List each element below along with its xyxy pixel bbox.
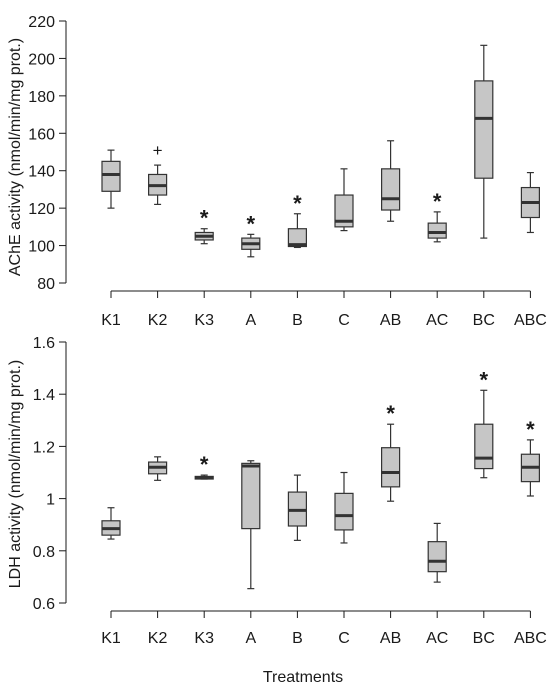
ache-y-tick-label: 220: [28, 14, 55, 31]
box-iqr: [381, 447, 401, 488]
ache-x-tick-label: AB: [380, 312, 401, 329]
ldh-y-tick-label: 1.4: [33, 387, 55, 404]
significance-marker: *: [293, 191, 302, 216]
ache-y-tick-label: 160: [28, 126, 55, 143]
ache-y-tick-label: 180: [28, 89, 55, 106]
significance-marker: *: [526, 417, 535, 442]
ldh-box-bc: *: [474, 367, 494, 479]
ldh-box-c: [334, 471, 354, 544]
ldh-y-tick-label: 0.8: [33, 544, 55, 561]
achE-y-axis-title: AChE activity (nmol/min/mg prot.): [7, 38, 24, 276]
ache-x-tick-label: AC: [426, 312, 448, 329]
box-iqr: [427, 541, 447, 573]
ache-box-bc: [474, 44, 494, 239]
box-iqr: [101, 160, 121, 192]
ldh-x-tick-label: K1: [101, 630, 121, 647]
ache-x-tick-label: K2: [148, 312, 168, 329]
ldh-y-tick-label: 1.6: [33, 335, 55, 352]
box-iqr: [334, 492, 354, 531]
x-axis-title: Treatments: [263, 669, 343, 686]
significance-marker: *: [386, 401, 395, 426]
ldh-y-axis-title: LDH activity (nmol/min/mg prot.): [7, 360, 24, 589]
ldh-box-k2: [148, 456, 168, 481]
box-iqr: [241, 462, 261, 530]
ldh-x-tick-label: BC: [473, 630, 495, 647]
ldh-box-b: [287, 474, 307, 541]
ache-x-tick-label: B: [292, 312, 303, 329]
significance-marker: *: [480, 367, 489, 392]
ache-x-tick-label: ABC: [514, 312, 547, 329]
ldh-box-abc: *: [520, 417, 541, 497]
significance-marker: *: [200, 452, 209, 477]
ache-x-tick-label: BC: [473, 312, 495, 329]
ache-x-tick-label: A: [245, 312, 256, 329]
ache-box-ab: [381, 140, 401, 222]
ache-box-k1: [101, 149, 121, 209]
ache-y-tick-label: 100: [28, 239, 55, 256]
ldh-box-ac: [427, 522, 447, 583]
ldh-x-tick-label: B: [292, 630, 303, 647]
ache-y-tick-label: 120: [28, 201, 55, 218]
ldh-box-a: [241, 460, 261, 590]
ache-box-b: *: [287, 191, 307, 249]
ldh-box-ab: *: [381, 401, 401, 502]
ldh-x-tick-label: C: [338, 630, 350, 647]
ache-x-tick-label: K3: [194, 312, 214, 329]
box-iqr: [287, 228, 307, 248]
box-iqr: [427, 222, 447, 239]
significance-marker: *: [200, 206, 209, 231]
ache-y-tick-label: 80: [37, 276, 55, 293]
ldh-x-tick-label: A: [245, 630, 256, 647]
ldh-x-tick-label: AB: [380, 630, 401, 647]
ache-box-k3: *: [194, 206, 214, 245]
significance-marker: *: [433, 189, 442, 214]
ache-x-tick-label: K1: [101, 312, 121, 329]
ache-box-a: *: [241, 211, 261, 258]
ache-y-tick-label: 200: [28, 51, 55, 68]
ldh-y-tick-label: 1.2: [33, 439, 55, 456]
ache-box-ac: *: [427, 189, 447, 243]
ache-box-abc: [520, 171, 541, 234]
ldh-box-k1: [101, 507, 121, 540]
ache-y-tick-label: 140: [28, 164, 55, 181]
ache-box-c: [334, 168, 354, 232]
outlier-marker: +: [153, 141, 163, 160]
ldh-y-tick-label: 0.6: [33, 596, 55, 613]
ldh-x-tick-label: AC: [426, 630, 448, 647]
ldh-x-tick-label: K3: [194, 630, 214, 647]
ldh-box-k3: *: [194, 452, 214, 480]
ache-box-k2: +: [148, 141, 168, 205]
ldh-plot: 0.60.811.21.41.6K1 K2 K3 A B C AB AC BC ABC****: [33, 335, 547, 647]
box-iqr: [474, 80, 494, 179]
box-iqr: [381, 168, 401, 211]
box-iqr: [334, 194, 354, 228]
significance-marker: *: [247, 211, 256, 236]
ache-x-tick-label: C: [338, 312, 350, 329]
ldh-y-tick-label: 1: [46, 492, 55, 509]
ldh-x-tick-label: ABC: [514, 630, 547, 647]
box-iqr: [474, 423, 494, 470]
ldh-x-tick-label: K2: [148, 630, 168, 647]
